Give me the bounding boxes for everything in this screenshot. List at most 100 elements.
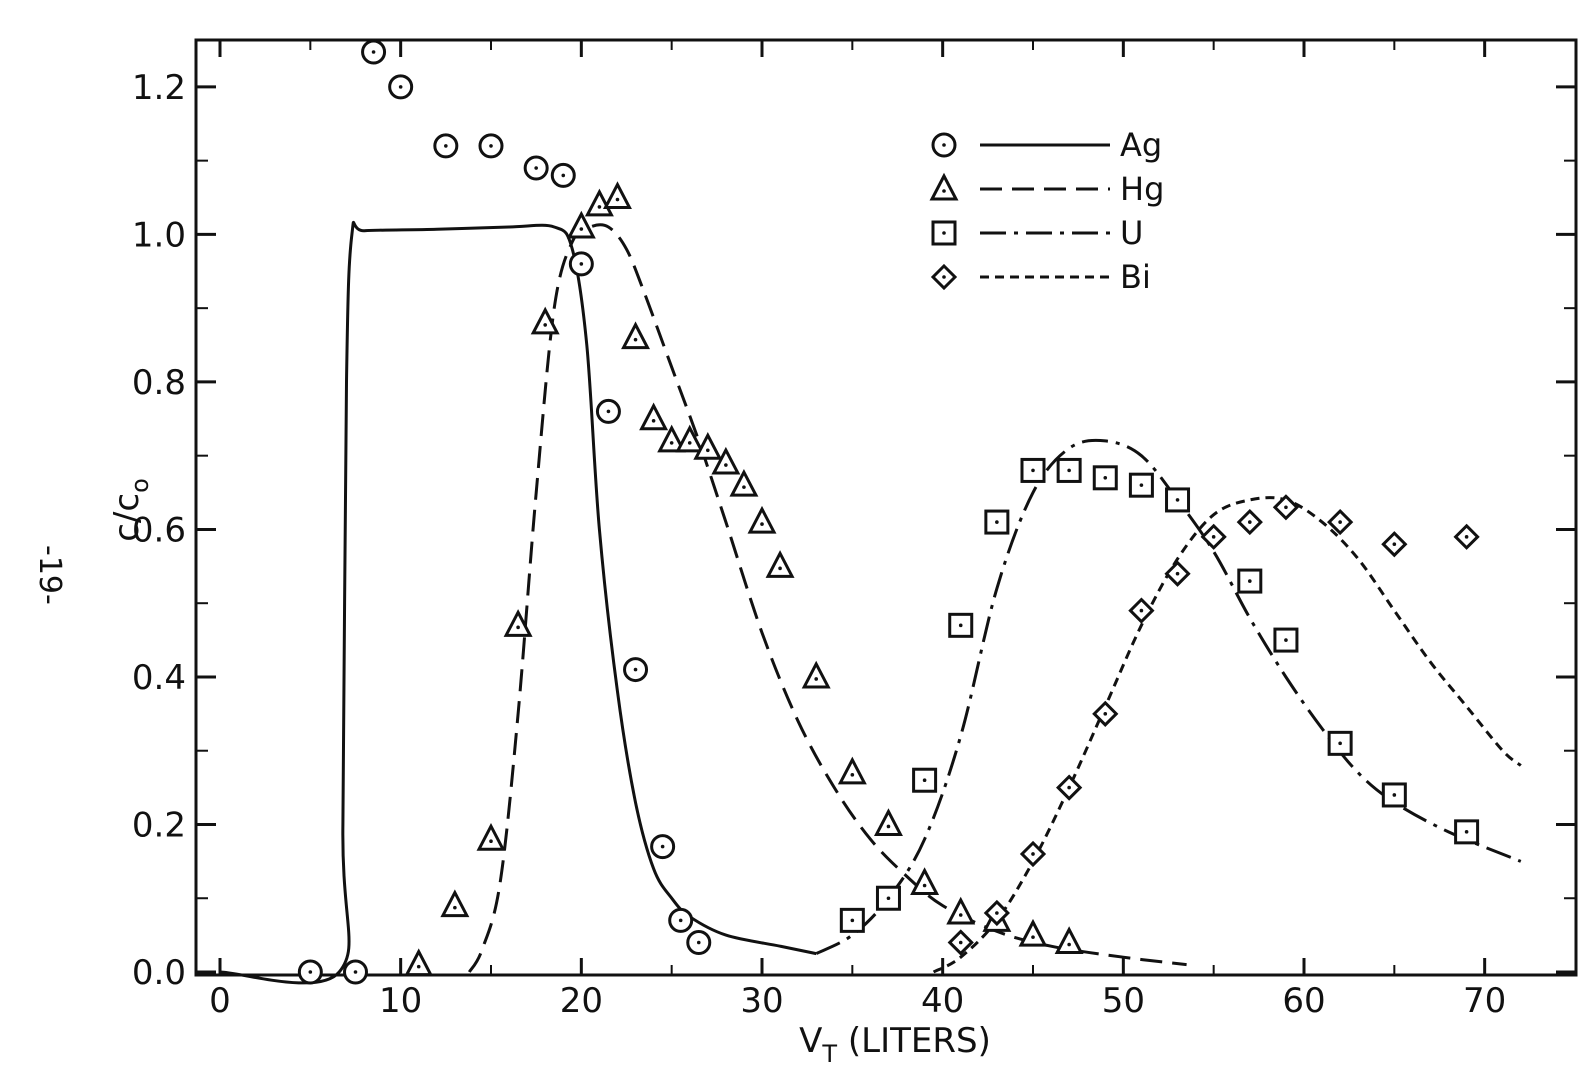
point-u-13	[1381, 782, 1407, 808]
point-hg-11	[675, 424, 705, 453]
point-hg-3	[503, 609, 533, 637]
point-ag-1	[343, 959, 368, 985]
point-ag-0	[297, 959, 323, 985]
point-hg-24	[1054, 926, 1084, 954]
x-axis-title-main: V	[799, 1021, 822, 1061]
y-axis: 0.0 0.2 0.4 0.6 0.8 1.0 1.2	[132, 68, 1576, 993]
data-markers	[297, 39, 1480, 985]
point-ag-7	[550, 162, 576, 188]
y-axis-title-sub: o	[126, 478, 154, 493]
point-hg-19	[873, 808, 903, 836]
point-hg-1	[440, 889, 470, 918]
y-tick-label-5: 1.0	[132, 215, 186, 255]
point-bi-0	[947, 929, 974, 956]
point-bi-9	[1272, 494, 1300, 521]
page-number: -19-	[32, 545, 67, 605]
x-tick-label-2: 20	[560, 981, 603, 1021]
curve-ag	[219, 220, 817, 985]
point-bi-7	[1200, 523, 1227, 550]
point-u-9	[1165, 487, 1191, 513]
point-hg-5	[566, 210, 596, 239]
point-ag-3	[388, 74, 414, 100]
x-tick-label-7: 70	[1463, 981, 1506, 1021]
legend-label-u: U	[1120, 214, 1143, 252]
point-bi-2	[1019, 840, 1047, 868]
point-ag-10	[623, 657, 649, 683]
x-axis-title-rest: (LITERS)	[837, 1021, 991, 1061]
point-bi-11	[1381, 531, 1408, 558]
point-hg-16	[765, 550, 795, 578]
x-axis-title-sub: T	[821, 1040, 837, 1068]
point-hg-0	[404, 948, 434, 977]
point-u-1	[875, 885, 901, 911]
fit-curves	[219, 220, 1522, 985]
point-u-0	[839, 907, 865, 933]
point-u-3	[948, 612, 974, 638]
point-bi-12	[1453, 523, 1480, 550]
x-tick-label-5: 50	[1102, 981, 1145, 1021]
x-tick-label-0: 0	[209, 981, 231, 1021]
point-hg-2	[476, 822, 506, 851]
point-ag-12	[668, 907, 694, 933]
point-ag-4	[433, 133, 459, 159]
point-u-12	[1327, 730, 1353, 756]
point-u-11	[1273, 627, 1299, 653]
point-bi-8	[1236, 508, 1263, 536]
point-u-2	[912, 767, 938, 793]
point-hg-7	[602, 181, 632, 210]
y-tick-label-1: 0.2	[132, 805, 186, 845]
point-bi-4	[1092, 700, 1119, 727]
point-ag-9	[595, 398, 621, 424]
point-ag-5	[478, 133, 504, 159]
y-tick-label-0: 0.0	[132, 953, 186, 993]
point-u-6	[1056, 457, 1082, 483]
x-tick-label-4: 40	[921, 981, 964, 1021]
x-tick-label-3: 30	[740, 981, 783, 1021]
plot-frame	[194, 38, 1578, 977]
legend-marker-u	[931, 220, 957, 246]
legend-label-ag: Ag	[1120, 126, 1162, 164]
point-hg-4	[530, 306, 560, 335]
legend-marker-ag	[931, 132, 957, 158]
point-ag-13	[686, 929, 712, 955]
y-tick-label-4: 0.8	[132, 363, 186, 403]
point-hg-6	[584, 188, 614, 217]
point-bi-10	[1327, 508, 1354, 536]
legend-label-hg: Hg	[1120, 170, 1164, 208]
legend-marker-hg	[929, 172, 959, 201]
x-axis-title: VT (LITERS)	[799, 1021, 991, 1068]
x-tick-label-6: 60	[1282, 981, 1325, 1021]
point-hg-8	[621, 321, 651, 350]
point-hg-18	[837, 756, 867, 785]
y-tick-label-2: 0.4	[132, 658, 186, 698]
point-hg-14	[729, 468, 759, 497]
point-hg-10	[657, 424, 687, 453]
point-bi-1	[983, 899, 1010, 927]
point-ag-2	[361, 39, 387, 65]
curve-hg	[467, 223, 1187, 973]
point-bi-3	[1056, 774, 1083, 801]
point-hg-17	[801, 660, 831, 689]
y-tick-label-6: 1.2	[132, 68, 186, 108]
legend: Ag Hg U Bi	[929, 126, 1164, 296]
y-axis-title-main: c/c	[107, 493, 147, 542]
point-u-7	[1092, 465, 1118, 491]
point-hg-23	[1018, 918, 1048, 947]
point-hg-21	[946, 896, 976, 925]
legend-label-bi: Bi	[1120, 258, 1151, 296]
legend-marker-bi	[930, 263, 958, 291]
point-ag-6	[523, 155, 549, 181]
curve-bi	[932, 496, 1522, 974]
x-tick-label-1: 10	[379, 981, 422, 1021]
point-bi-5	[1128, 597, 1155, 624]
point-ag-8	[568, 251, 594, 277]
point-hg-12	[693, 432, 723, 460]
point-u-14	[1454, 819, 1480, 845]
x-axis: 0 10 20 30 40 50 60 70	[209, 40, 1506, 1021]
point-u-8	[1128, 472, 1154, 498]
point-hg-9	[639, 402, 669, 431]
point-ag-11	[650, 834, 676, 860]
y-tick-label-3: 0.6	[132, 510, 186, 550]
point-hg-20	[910, 867, 940, 895]
